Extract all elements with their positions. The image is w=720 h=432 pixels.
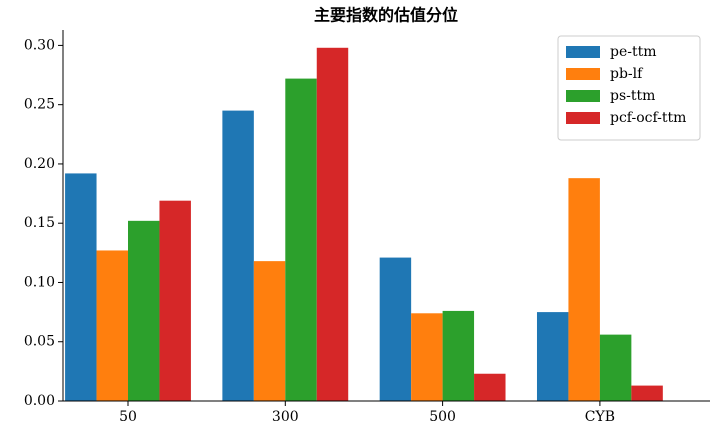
y-tick-label: 0.30 xyxy=(24,37,55,53)
legend-swatch xyxy=(566,46,600,58)
x-tick-label: 300 xyxy=(272,409,299,425)
bar xyxy=(253,261,286,401)
bar xyxy=(379,257,412,401)
bar xyxy=(65,173,97,401)
chart-title: 主要指数的估值分位 xyxy=(314,6,458,25)
legend-swatch xyxy=(566,112,600,124)
legend-swatch xyxy=(566,90,600,102)
bar xyxy=(316,47,349,402)
y-tick-label: 0.05 xyxy=(24,334,55,350)
bar xyxy=(411,313,443,401)
bar xyxy=(96,250,128,401)
y-tick-label: 0.00 xyxy=(24,393,55,409)
x-tick-label: CYB xyxy=(585,409,615,425)
legend-label: pcf-ocf-ttm xyxy=(610,110,686,126)
bar xyxy=(568,178,600,401)
bar xyxy=(474,373,506,401)
bar xyxy=(222,110,254,401)
legend-label: ps-ttm xyxy=(610,88,655,104)
bar xyxy=(159,200,191,401)
bar xyxy=(536,312,569,401)
legend-swatch xyxy=(566,68,600,80)
legend-label: pe-ttm xyxy=(610,44,657,60)
legend-label: pb-lf xyxy=(610,66,644,82)
y-tick-label: 0.15 xyxy=(24,215,55,231)
bar xyxy=(631,385,663,401)
y-tick-label: 0.10 xyxy=(24,274,55,290)
bar xyxy=(128,220,160,401)
y-tick-label: 0.25 xyxy=(24,97,55,113)
x-tick-label: 500 xyxy=(429,409,456,425)
y-tick-label: 0.20 xyxy=(24,156,55,172)
bar xyxy=(599,334,632,401)
bar xyxy=(442,310,475,401)
bar xyxy=(285,78,317,401)
x-tick-label: 50 xyxy=(119,409,137,425)
